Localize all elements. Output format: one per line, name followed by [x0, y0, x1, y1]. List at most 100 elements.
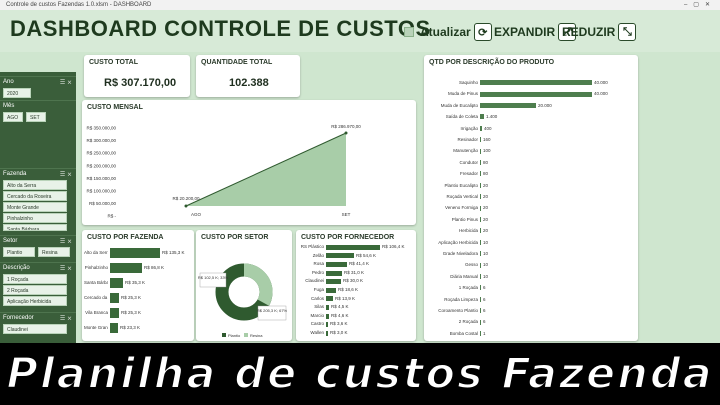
custo-mensal-title: CUSTO MENSAL: [87, 104, 143, 111]
video-caption-banner: Planilha de custos Fazenda: [0, 343, 720, 405]
value-label: 80: [483, 159, 489, 165]
bar-row: Silas R$ 4,5 K: [296, 303, 416, 312]
filter-chip[interactable]: Cercado da Roseira: [3, 191, 67, 201]
filter-chip[interactable]: 2 Roçada: [3, 285, 67, 295]
filter-setor: Setor ☰ ⨯: [0, 235, 76, 245]
reduce-label: REDUZIR: [562, 25, 616, 39]
expand-button[interactable]: EXPANDIR ⤢: [494, 20, 577, 44]
category-label: Irrigação: [460, 125, 478, 131]
category-label: Alto da Serra: [84, 250, 108, 255]
category-label: Bomba Costal: [449, 330, 478, 336]
filter-fornecedor-label: Fornecedor: [3, 315, 34, 321]
category-label: Condutor: [459, 159, 478, 165]
filter-clear-icon[interactable]: ☰ ⨯: [59, 239, 72, 245]
update-button[interactable]: Atualizar ⟳: [420, 20, 492, 44]
bar: [110, 322, 118, 333]
bar-row: 2 Roçada 6: [424, 316, 638, 327]
reduce-icon: ⤡: [618, 23, 637, 41]
filter-chip[interactable]: Aplicação Herbicida: [3, 296, 67, 306]
filter-chip[interactable]: 1 Roçada: [3, 274, 67, 284]
value-label: 400: [484, 125, 492, 131]
point-label: R$ 20.200,00: [172, 196, 200, 201]
bar: [480, 114, 484, 120]
bar: [480, 159, 481, 165]
bar-row: Cercado da Roseira R$ 25,3 K: [82, 290, 194, 305]
qtd-produto-title: QTD POR DESCRIÇÃO DO PRODUTO: [429, 59, 555, 66]
legend-swatch: [222, 333, 226, 337]
bar: [326, 279, 341, 285]
bar-row: Saída de Coleta 1.400: [424, 111, 638, 122]
filter-chip[interactable]: Pinhalzinho: [3, 213, 67, 223]
category-label: Saquinho: [458, 80, 478, 85]
category-label: Roçada Limpeza: [444, 296, 478, 302]
reduce-button[interactable]: REDUZIR ⤡: [562, 20, 637, 44]
category-label: Plantio Eucalipto: [444, 182, 478, 188]
bar: [480, 171, 481, 177]
value-label: 80: [483, 171, 489, 177]
y-tick-label: R$ 350.000,00: [86, 126, 116, 131]
filter-chip[interactable]: Monte Grande: [3, 202, 67, 212]
filter-chip[interactable]: Claudinei: [3, 324, 67, 334]
value-label: R$ 4,5 K: [331, 304, 349, 310]
kpi-total-label: CUSTO TOTAL: [89, 59, 138, 66]
category-label: Silas: [314, 304, 324, 310]
bar-row: Roçada Limpeza 6: [424, 294, 638, 305]
window-controls[interactable]: –▢✕: [683, 2, 716, 8]
value-label: 1.400: [486, 114, 498, 120]
category-label: Roçada Vertical: [446, 194, 478, 199]
category-label: Saída de Coleta: [445, 114, 478, 120]
filter-descricao-label: Descrição: [3, 265, 30, 271]
filter-clear-icon[interactable]: ☰ ⨯: [59, 316, 72, 322]
window-titlebar: Controle de custos Fazendas 1.0.xlsm - D…: [0, 0, 720, 10]
filter-mes: Mês: [0, 100, 76, 110]
kpi-qty-card: QUANTIDADE TOTAL 102.388: [196, 55, 300, 97]
y-tick-label: R$ 100.000,00: [86, 189, 116, 194]
data-point: [344, 131, 348, 135]
value-label: 6: [483, 319, 486, 325]
filter-chip[interactable]: Alto da Serra: [3, 180, 67, 190]
y-tick-label: R$ 50.000,00: [89, 201, 117, 206]
update-checkbox[interactable]: [404, 27, 414, 37]
category-label: Pinhalzinho: [84, 265, 108, 270]
setor-donut-chart: R$ 102,5 K; 33% R$ 205,3 K; 67% Plantio …: [198, 263, 288, 338]
kpi-total-card: CUSTO TOTAL R$ 307.170,00: [84, 55, 190, 97]
category-label: Grade Niveladora: [442, 251, 478, 256]
filter-chip[interactable]: Plantio: [3, 247, 35, 257]
value-label: R$ 41,4 K: [349, 261, 370, 267]
banner-text: Planilha de custos Fazenda: [5, 348, 714, 400]
category-label: Carlos: [310, 295, 324, 301]
bar: [326, 296, 333, 302]
value-label: 40.000: [594, 80, 608, 85]
category-label: Diária Manual: [450, 273, 478, 279]
value-label: 160: [483, 137, 491, 142]
filter-clear-icon[interactable]: ☰ ⨯: [59, 80, 72, 86]
category-label: Gesso: [464, 262, 478, 268]
y-tick-label: R$ 300.000,00: [86, 138, 116, 143]
bar-row: Carlos R$ 13,9 K: [296, 295, 416, 304]
donut-label-b: R$ 205,3 K; 67%: [257, 308, 288, 313]
value-label: R$ 3,0 K: [330, 330, 348, 335]
value-label: R$ 30,0 K: [343, 278, 364, 284]
category-label: Muda de Eucalipto: [440, 102, 478, 108]
value-label: 20: [483, 182, 489, 188]
y-tick-label: R$ -: [107, 214, 116, 219]
category-label: Rosa: [313, 261, 324, 267]
dashboard: DASHBOARD CONTROLE DE CUSTOS Atualizar ⟳…: [0, 10, 720, 343]
bar-row: Wallen R$ 3,0 K: [296, 329, 416, 338]
category-label: Plantio Pinus: [451, 216, 478, 222]
filter-chip[interactable]: SET: [26, 112, 46, 122]
filter-mes-label: Mês: [3, 103, 15, 109]
filter-chip[interactable]: Santa Bárbara: [3, 224, 67, 231]
custo-setor-title: CUSTO POR SETOR: [201, 234, 269, 241]
filter-clear-icon[interactable]: ☰ ⨯: [59, 266, 72, 272]
filter-chip[interactable]: Resina: [38, 247, 70, 257]
bar: [480, 137, 481, 143]
filter-chip[interactable]: AGO: [3, 112, 23, 122]
filter-clear-icon[interactable]: ☰ ⨯: [59, 172, 72, 178]
category-label: Muda de Pinus: [447, 91, 478, 97]
value-label: R$ 3,6 K: [330, 321, 348, 327]
bar: [480, 228, 481, 234]
value-label: 20.000: [538, 102, 552, 108]
filter-chip[interactable]: 2020: [3, 88, 31, 98]
bar: [326, 287, 336, 293]
